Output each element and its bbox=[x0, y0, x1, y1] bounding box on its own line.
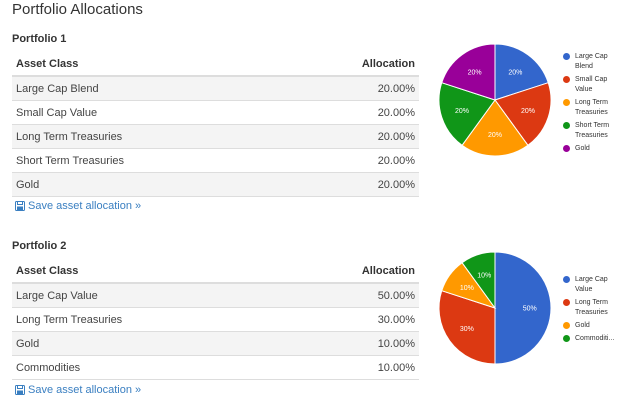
legend-label: Small Cap Value bbox=[575, 76, 608, 93]
legend-label: Large Cap Blend bbox=[575, 53, 608, 70]
legend-item-short-term-treasuries[interactable]: Short Term Treasuries bbox=[563, 121, 625, 141]
legend-swatch bbox=[563, 145, 570, 152]
legend-label: Gold bbox=[575, 322, 590, 329]
allocation-cell: 20.00% bbox=[278, 148, 419, 173]
legend-swatch bbox=[563, 299, 570, 306]
legend-swatch bbox=[563, 122, 570, 129]
allocation-header[interactable]: Allocation bbox=[278, 52, 419, 77]
save-allocation-label: Save asset allocation » bbox=[28, 384, 142, 396]
table-row: Small Cap Value 20.00% bbox=[12, 100, 419, 125]
portfolio-2-legend: Large Cap Value Long Term Treasuries Gold C… bbox=[563, 275, 625, 347]
asset-class-cell: Gold bbox=[12, 172, 279, 197]
asset-class-cell: Commodities bbox=[12, 355, 278, 380]
pie-slice-short-term-treasuries[interactable] bbox=[438, 82, 496, 147]
table-row: Long Term Treasuries 20.00% bbox=[12, 124, 419, 149]
allocation-cell: 50.00% bbox=[277, 283, 419, 308]
allocation-header[interactable]: Allocation bbox=[277, 259, 419, 284]
portfolio-1-heading: Portfolio 1 bbox=[12, 33, 67, 45]
legend-label: Long Term Treasuries bbox=[575, 299, 608, 316]
asset-class-cell: Large Cap Blend bbox=[12, 76, 279, 101]
pie-slice-label: 20% bbox=[521, 108, 535, 115]
table-row: Long Term Treasuries 30.00% bbox=[12, 307, 419, 332]
legend-item-gold[interactable]: Gold bbox=[563, 144, 625, 154]
table-row: Large Cap Value 50.00% bbox=[12, 283, 419, 308]
allocation-cell: 10.00% bbox=[277, 331, 419, 356]
pie-slice-label: 20% bbox=[488, 132, 502, 139]
asset-class-cell: Small Cap Value bbox=[12, 100, 279, 125]
pie-slice-long-term-treasuries[interactable] bbox=[461, 99, 529, 157]
table-header-row: Asset Class Allocation bbox=[12, 259, 419, 284]
pie-slice-long-term-treasuries[interactable] bbox=[438, 290, 496, 365]
portfolio-2-pie-chart: 50% 30% 10%10% bbox=[438, 251, 552, 365]
pie-slice-label: 10% bbox=[460, 285, 474, 292]
legend-label: Short Term Treasuries bbox=[575, 122, 610, 139]
legend-swatch bbox=[563, 335, 570, 342]
allocation-cell: 20.00% bbox=[278, 124, 419, 149]
legend-swatch bbox=[563, 322, 570, 329]
portfolio-1-pie-chart: 20% 20% 20% 20% 20% bbox=[438, 43, 552, 157]
allocation-cell: 20.00% bbox=[278, 172, 419, 197]
pie-slice-large-cap-value[interactable] bbox=[494, 251, 552, 365]
asset-class-cell: Long Term Treasuries bbox=[12, 307, 278, 332]
table-row: Gold 10.00% bbox=[12, 331, 419, 356]
floppy-disk-icon bbox=[15, 385, 25, 395]
pie-slice-small-cap-value[interactable] bbox=[494, 82, 552, 147]
save-allocation-link-1[interactable]: Save asset allocation » bbox=[15, 200, 141, 212]
table-header-row: Asset Class Allocation bbox=[12, 52, 419, 77]
pie-slice-label: 20% bbox=[508, 69, 522, 76]
allocation-cell: 20.00% bbox=[278, 76, 419, 101]
legend-label: Commoditi... bbox=[575, 335, 615, 342]
pie-slice-gold[interactable] bbox=[441, 43, 496, 101]
pie-slice-label: 20% bbox=[455, 108, 469, 115]
legend-label: Gold bbox=[575, 145, 590, 152]
legend-label: Long Term Treasuries bbox=[575, 99, 608, 116]
pie-slice-commodities[interactable] bbox=[461, 251, 496, 310]
table-row: Short Term Treasuries 20.00% bbox=[12, 148, 419, 173]
legend-swatch bbox=[563, 76, 570, 83]
asset-class-cell: Large Cap Value bbox=[12, 283, 278, 308]
floppy-disk-icon bbox=[15, 201, 25, 211]
legend-label: Large Cap Value bbox=[575, 276, 608, 293]
pie-slice-label: 50% bbox=[523, 306, 537, 313]
asset-class-cell: Long Term Treasuries bbox=[12, 124, 279, 149]
pie-slice-large-cap-blend[interactable] bbox=[494, 43, 549, 101]
table-row: Large Cap Blend 20.00% bbox=[12, 76, 419, 101]
asset-class-cell: Short Term Treasuries bbox=[12, 148, 279, 173]
pie-slice-label: 30% bbox=[460, 326, 474, 333]
allocation-cell: 20.00% bbox=[278, 100, 419, 125]
save-allocation-link-2[interactable]: Save asset allocation » bbox=[15, 384, 141, 396]
asset-class-header[interactable]: Asset Class bbox=[12, 259, 278, 284]
allocation-cell: 30.00% bbox=[277, 307, 419, 332]
legend-swatch bbox=[563, 53, 570, 60]
asset-class-header[interactable]: Asset Class bbox=[12, 52, 279, 77]
portfolio-2-heading: Portfolio 2 bbox=[12, 240, 67, 252]
allocation-cell: 10.00% bbox=[277, 355, 419, 380]
legend-item-long-term-treasuries[interactable]: Long Term Treasuries bbox=[563, 98, 625, 118]
portfolio-2-table: Asset Class Allocation Large Cap Value 5… bbox=[12, 259, 419, 380]
legend-swatch bbox=[563, 276, 570, 283]
table-row: Gold 20.00% bbox=[12, 172, 419, 197]
legend-item-large-cap-blend[interactable]: Large Cap Blend bbox=[563, 52, 625, 72]
portfolio-1-table: Asset Class Allocation Large Cap Blend 2… bbox=[12, 52, 419, 197]
legend-item-small-cap-value[interactable]: Small Cap Value bbox=[563, 75, 625, 95]
page-title: Portfolio Allocations bbox=[12, 1, 143, 18]
table-row: Commodities 10.00% bbox=[12, 355, 419, 380]
legend-item-commoditi[interactable]: Commoditi... bbox=[563, 334, 625, 344]
pie-slice-label: 10% bbox=[477, 272, 491, 279]
legend-item-long-term-treasuries[interactable]: Long Term Treasuries bbox=[563, 298, 625, 318]
legend-swatch bbox=[563, 99, 570, 106]
legend-item-large-cap-value[interactable]: Large Cap Value bbox=[563, 275, 625, 295]
asset-class-cell: Gold bbox=[12, 331, 278, 356]
legend-item-gold[interactable]: Gold bbox=[563, 321, 625, 331]
portfolio-1-legend: Large Cap Blend Small Cap Value Long Term … bbox=[563, 52, 625, 157]
save-allocation-label: Save asset allocation » bbox=[28, 200, 142, 212]
pie-slice-label: 20% bbox=[468, 69, 482, 76]
